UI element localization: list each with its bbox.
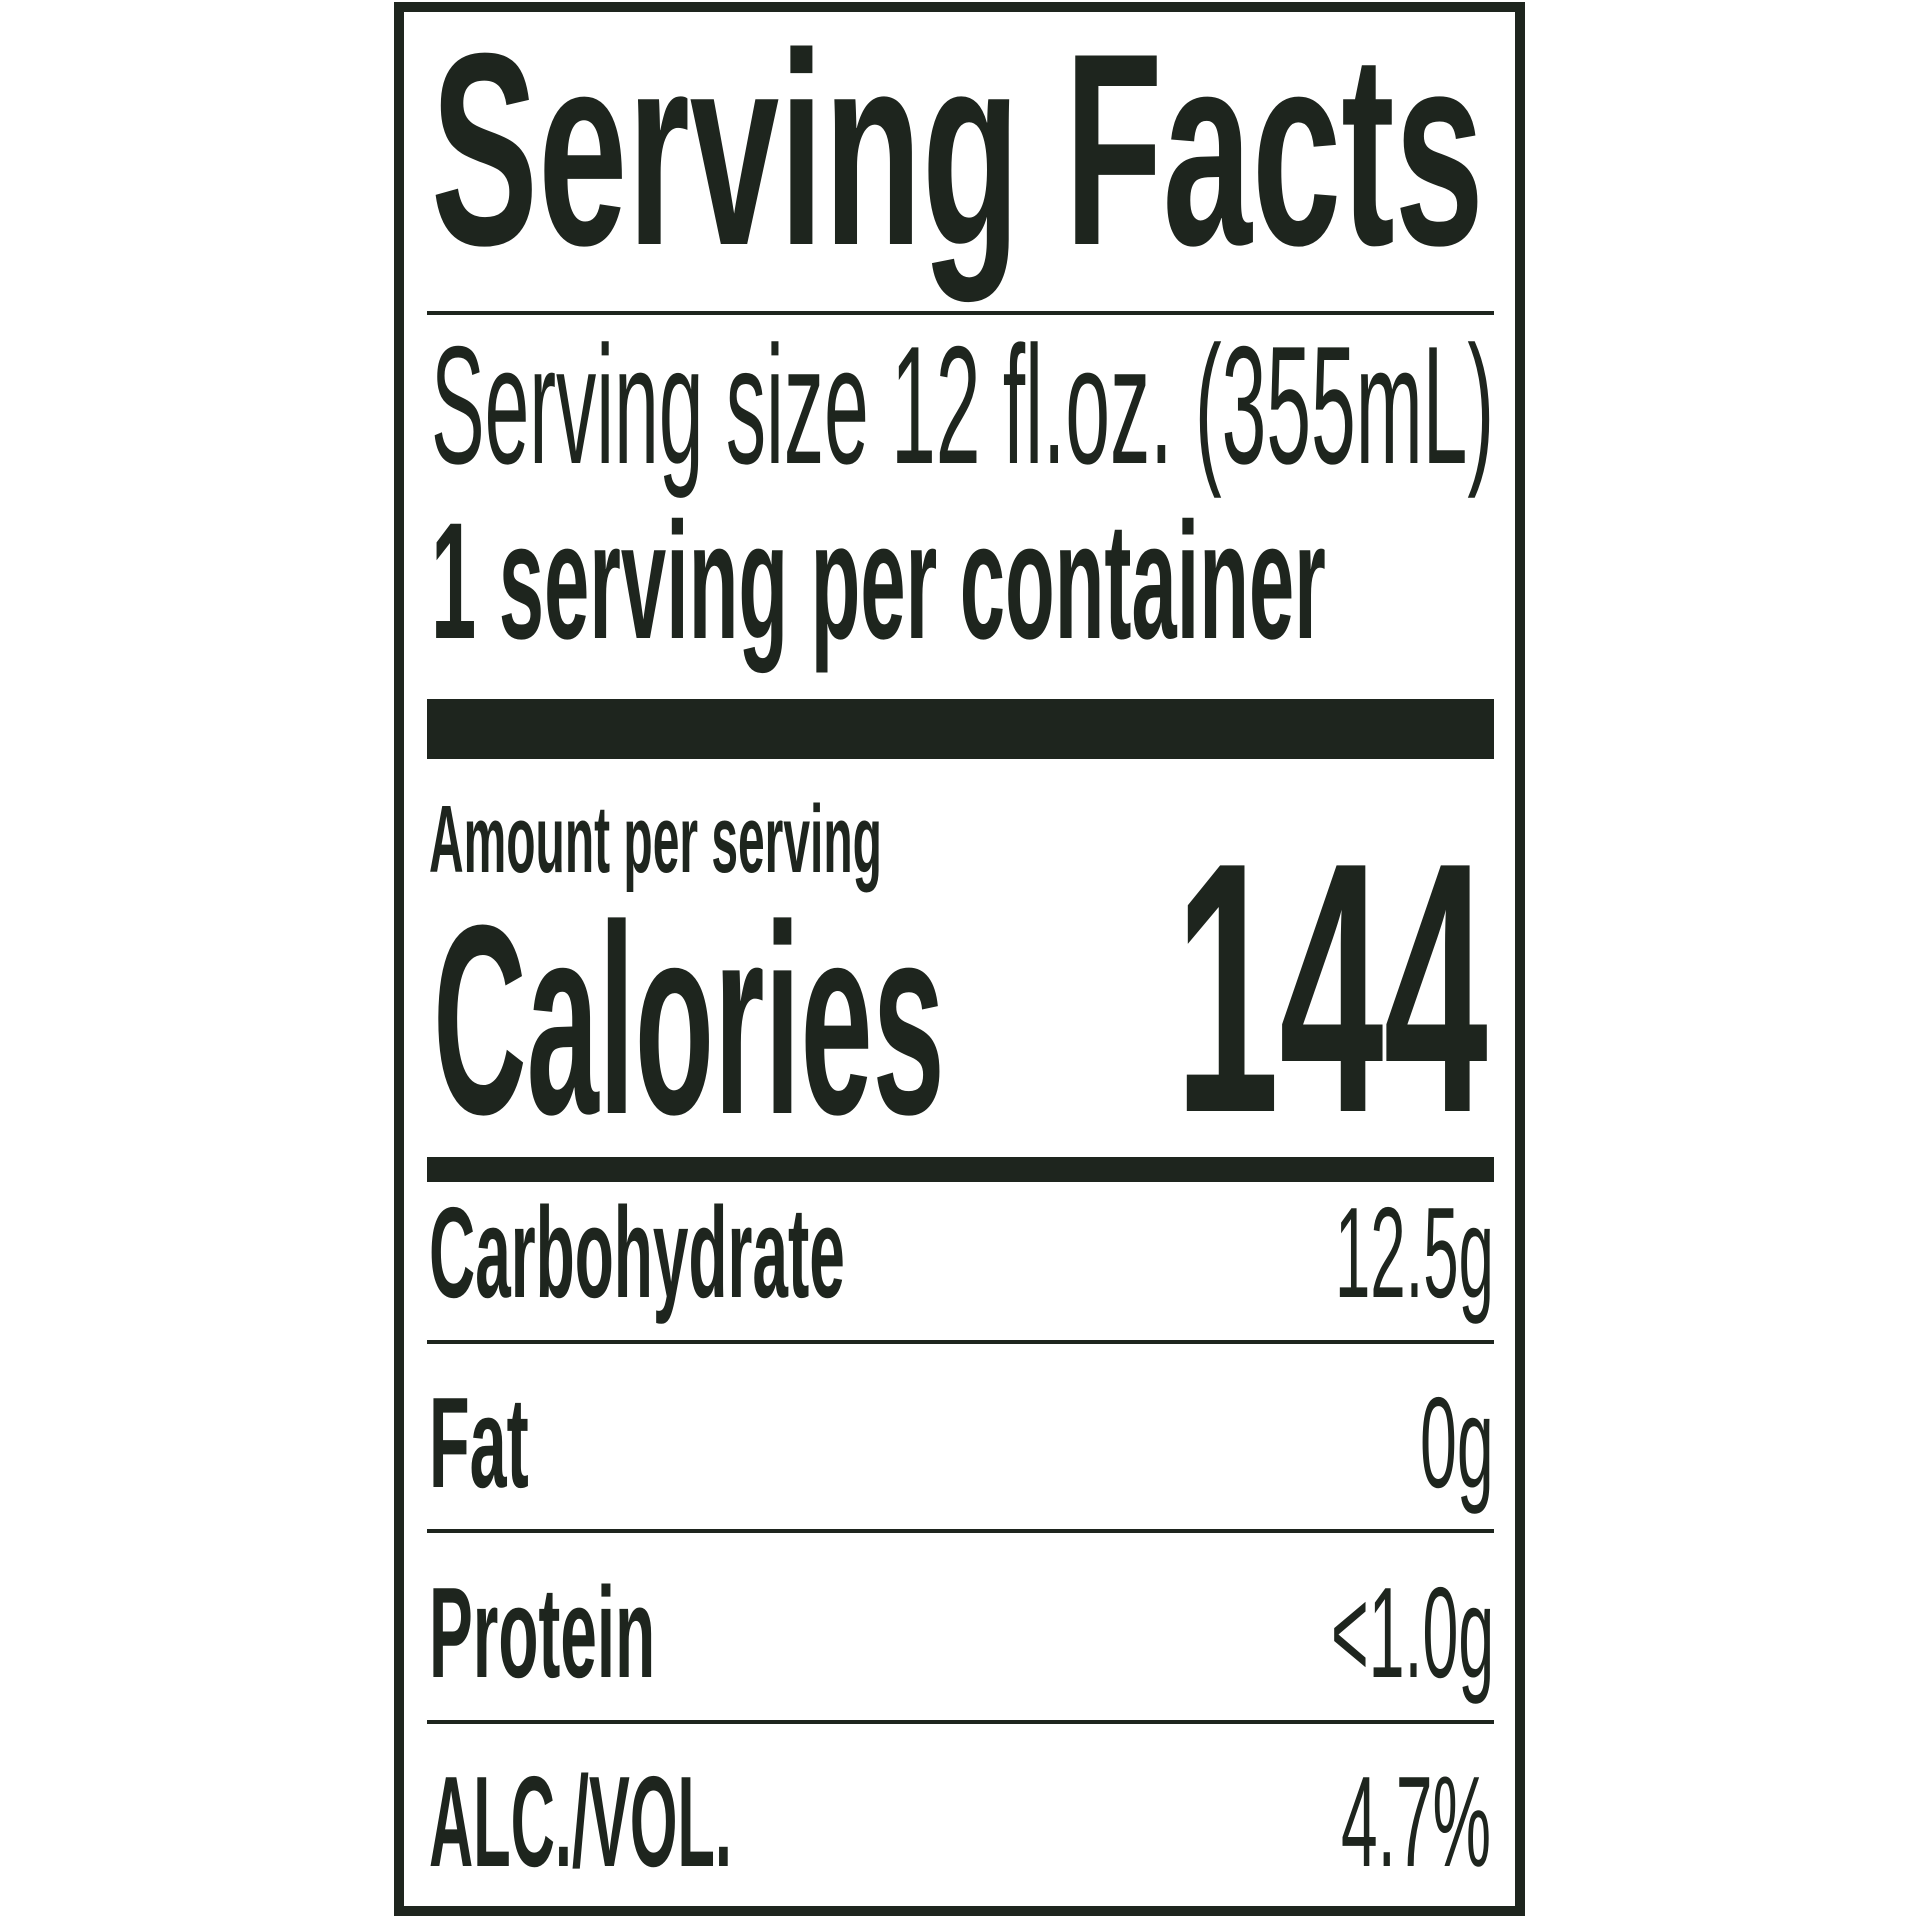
alcohol-label: ALC./VOL. xyxy=(429,1750,732,1894)
row-divider xyxy=(427,1720,1494,1724)
protein-label: Protein xyxy=(429,1561,656,1705)
carbohydrate-value: 12.5g xyxy=(1335,1181,1494,1325)
title-divider xyxy=(427,311,1494,315)
amount-per-serving: Amount per serving xyxy=(429,786,882,893)
label-border xyxy=(394,2,1525,1916)
thick-bar xyxy=(427,699,1494,759)
calories-bar xyxy=(427,1157,1494,1182)
label-title: Serving Facts xyxy=(431,0,1484,303)
fat-label: Fat xyxy=(429,1371,529,1515)
fat-value: 0g xyxy=(1420,1371,1494,1515)
protein-value: <1.0g xyxy=(1331,1561,1495,1705)
serving-size: Serving size 12 fl.oz. (355mL) xyxy=(431,311,1495,499)
calories-label: Calories xyxy=(433,870,945,1171)
row-divider xyxy=(427,1529,1494,1533)
row-divider xyxy=(427,1340,1494,1344)
carbohydrate-label: Carbohydrate xyxy=(429,1181,845,1325)
alcohol-value: 4.7% xyxy=(1341,1750,1492,1894)
calories-value: 144 xyxy=(1175,788,1488,1187)
servings-per-container: 1 serving per container xyxy=(431,489,1326,674)
